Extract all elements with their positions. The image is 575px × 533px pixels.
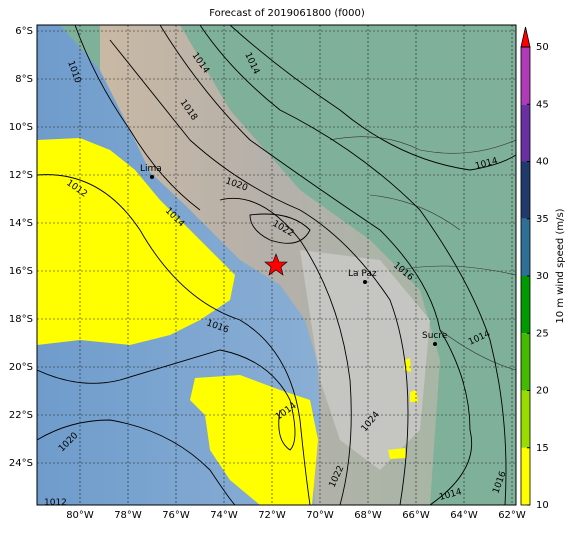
title: Forecast of 2019061800 (f000) (209, 8, 365, 19)
wind-area (190, 375, 318, 505)
lon-label: 64°W (450, 510, 478, 521)
city-dot (363, 280, 367, 284)
colorbar-tick-label: 50 (536, 42, 549, 53)
colorbar-tick-label: 35 (536, 214, 549, 225)
lon-label: 74°W (210, 510, 238, 521)
lon-label: 62°W (498, 510, 526, 521)
colorbar-segment (521, 161, 530, 219)
colorbar-label: 10 m wind speed (m/s) (555, 208, 566, 323)
lon-label: 66°W (402, 510, 430, 521)
axis-labels: 6°S 8°S 10°S 12°S 14°S 16°S 18°S 20°S 22°S 24°S 80… (9, 26, 526, 521)
lat-label: 22°S (9, 410, 33, 421)
lat-label: 20°S (9, 362, 33, 373)
colorbar-segment (521, 218, 530, 276)
contours (37, 25, 516, 505)
lat-label: 16°S (9, 266, 33, 277)
colorbar-segment (521, 104, 530, 162)
colorbar-segment (521, 447, 530, 505)
lon-label: 70°W (306, 510, 334, 521)
lon-label: 68°W (354, 510, 382, 521)
lon-label: 76°W (162, 510, 190, 521)
contour-label: 1012 (44, 498, 67, 508)
lon-label: 80°W (66, 510, 94, 521)
city-dot (433, 342, 437, 346)
city-label: Sucre (422, 331, 448, 341)
colorbar-tick-label: 45 (536, 99, 549, 110)
lat-label: 8°S (15, 74, 33, 85)
map-frame (36, 24, 517, 506)
colorbar-tick-label: 30 (536, 271, 549, 282)
colorbar-tick-label: 25 (536, 328, 549, 339)
city-label: La Paz (348, 269, 377, 279)
colorbar: 10 15 20 25 30 35 40 45 50 (520, 26, 549, 511)
lat-label: 14°S (9, 218, 33, 229)
city-dot (150, 175, 154, 179)
lat-label: 24°S (9, 458, 33, 469)
lon-label: 72°W (258, 510, 286, 521)
colorbar-tick-label: 10 (536, 500, 549, 511)
colorbar-tick-label: 40 (536, 157, 549, 168)
colorbar-segment (521, 333, 530, 391)
colorbar-tick-label: 15 (536, 443, 549, 454)
map: Lima La Paz Sucre 1010 1014 1014 1018 10… (37, 25, 516, 508)
colorbar-segment (521, 276, 530, 334)
borders (329, 136, 516, 371)
colorbar-segment (521, 390, 530, 448)
wind-area (37, 138, 235, 345)
lat-label: 6°S (15, 26, 33, 37)
star-marker (264, 253, 288, 276)
colorbar-extend (520, 26, 531, 48)
colorbar-tick-label: 20 (536, 386, 549, 397)
city-label: Lima (140, 164, 162, 174)
lat-label: 10°S (9, 122, 33, 133)
colorbar-segment (521, 47, 530, 105)
lat-label: 12°S (9, 170, 33, 181)
lat-label: 18°S (9, 314, 33, 325)
lon-label: 78°W (114, 510, 142, 521)
